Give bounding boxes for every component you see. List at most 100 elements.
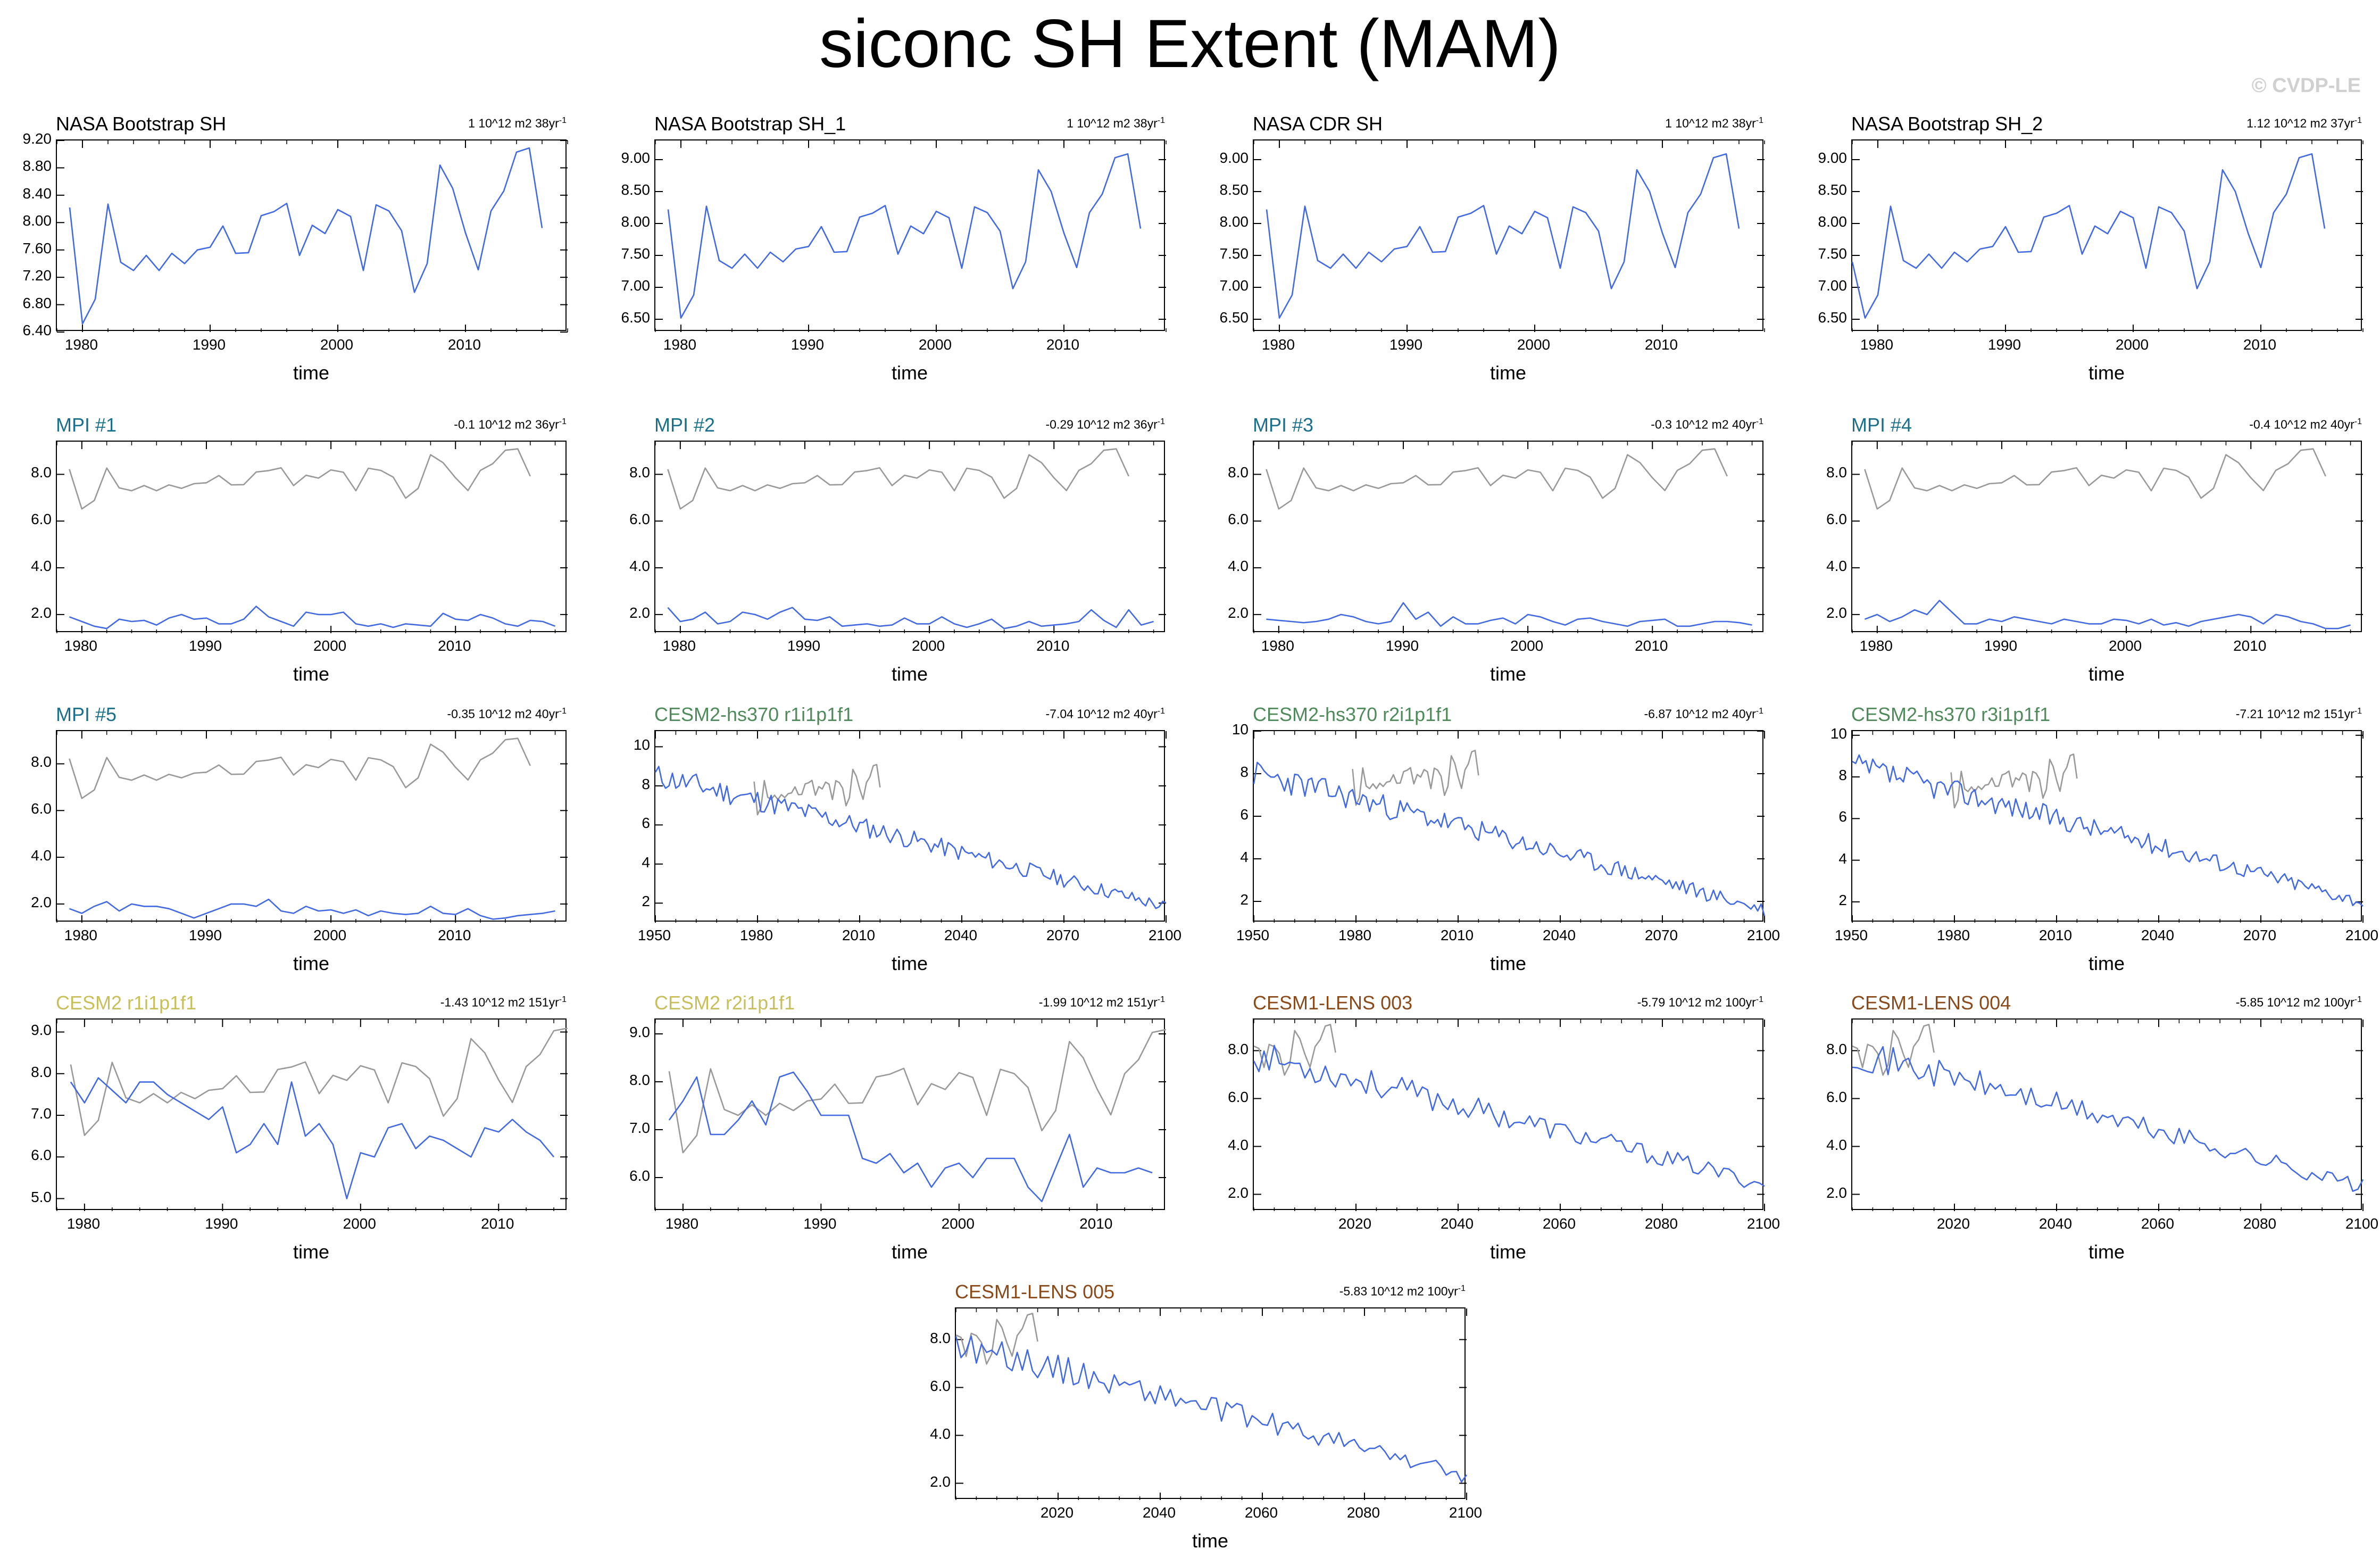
trend-exponent: -1 [559, 707, 567, 716]
y-tick-label: 6.50 [1818, 309, 1848, 326]
x-tick-label: 2010 [447, 336, 481, 353]
x-tick-label: 1980 [739, 927, 773, 943]
plot-frame [1851, 441, 2363, 633]
x-tick-label: 1980 [1936, 927, 1970, 943]
x-tick-label: 1990 [1984, 637, 2018, 654]
y-tick-label: 8.0 [930, 1329, 951, 1346]
x-tick-label: 1980 [1261, 637, 1294, 654]
y-tick-label: 8.0 [1228, 1040, 1249, 1057]
y-tick-label: 4.0 [1228, 1136, 1249, 1153]
trend-exponent: -1 [1755, 707, 1763, 716]
chart-title: CESM2-hs370 r3i1p1f1 [1851, 703, 2051, 725]
y-tick-label: 2.0 [629, 604, 650, 621]
plot-frame [654, 441, 1166, 633]
x-tick-label: 1950 [1236, 927, 1270, 943]
x-tick-label: 1980 [66, 1215, 101, 1232]
plot-frame [56, 1018, 568, 1211]
trend-exponent: -1 [1755, 417, 1763, 426]
y-tick-label: 9.0 [31, 1022, 52, 1039]
plot-area [1852, 1020, 2364, 1211]
x-tick-label: 2100 [2345, 1215, 2379, 1232]
trend-exponent: -1 [2354, 116, 2362, 125]
y-tick-label: 6.50 [621, 309, 651, 326]
x-axis-label: time [293, 663, 329, 685]
y-tick-label: 10 [1830, 725, 1847, 742]
x-axis-label: time [1489, 663, 1526, 685]
plot-frame [1253, 139, 1765, 332]
plot-frame [1253, 441, 1765, 633]
model-series-line [69, 606, 556, 629]
y-tick-label: 2 [1838, 891, 1847, 908]
x-tick-label: 2080 [1644, 1215, 1678, 1232]
y-tick-label: 2.0 [31, 604, 52, 621]
x-axis-label: time [1489, 1241, 1526, 1263]
y-tick-label: 4.0 [629, 558, 650, 575]
chart-title: NASA Bootstrap SH_1 [654, 113, 846, 135]
model-series-line [667, 607, 1154, 629]
x-axis-label: time [891, 1241, 928, 1263]
y-tick-label: 2 [1240, 891, 1249, 908]
y-tick-label: 6.0 [31, 511, 52, 528]
y-tick-label: 6.0 [1826, 511, 1847, 528]
obs-series-line [1253, 1024, 1336, 1076]
y-tick-label: 6 [1838, 808, 1847, 825]
y-tick-label: 7.60 [22, 239, 52, 256]
chart-title: NASA Bootstrap SH_2 [1851, 113, 2043, 135]
y-tick-label: 2.0 [1228, 604, 1249, 621]
x-tick-label: 2020 [1338, 1215, 1372, 1232]
x-tick-label: 2000 [343, 1215, 376, 1232]
y-tick-label: 10 [1231, 721, 1249, 738]
x-tick-label: 1980 [1859, 637, 1893, 654]
trend-value: 1 10^12 m2 38yr [468, 116, 559, 130]
x-tick-label: 2000 [1517, 336, 1551, 353]
x-tick-label: 2000 [2108, 637, 2142, 654]
trend-label: 1 10^12 m2 38yr-1 [1540, 116, 1763, 131]
model-series-line [1851, 153, 2326, 319]
x-tick-label: 1980 [665, 1215, 699, 1232]
model-series-line [654, 766, 1167, 909]
model-series-line [1864, 600, 2351, 629]
x-tick-label: 1990 [188, 637, 222, 654]
trend-value: -0.29 10^12 m2 36yr [1045, 417, 1158, 432]
y-tick-label: 9.00 [1818, 150, 1848, 166]
y-tick-label: 8 [642, 775, 650, 792]
plot-area [1253, 140, 1765, 332]
x-tick-label: 2040 [944, 927, 978, 943]
chart-title: MPI #2 [654, 414, 715, 436]
y-tick-label: 6.0 [1228, 511, 1249, 528]
x-tick-label: 2070 [2243, 927, 2277, 943]
y-tick-label: 2.0 [31, 893, 52, 910]
x-tick-label: 2070 [1046, 927, 1080, 943]
plot-area [1852, 442, 2363, 633]
y-tick-label: 8.00 [1219, 213, 1249, 230]
x-tick-label: 2010 [2233, 637, 2267, 654]
y-tick-label: 7.00 [621, 277, 651, 294]
chart-title: CESM1-LENS 005 [955, 1281, 1115, 1303]
x-tick-label: 1990 [1385, 637, 1419, 654]
x-tick-label: 2080 [2243, 1215, 2277, 1232]
x-axis-label: time [293, 1241, 329, 1263]
x-tick-label: 2100 [1746, 927, 1780, 943]
y-tick-label: 8.0 [31, 464, 52, 481]
plot-frame [955, 1307, 1468, 1500]
x-tick-label: 2010 [1440, 927, 1474, 943]
x-tick-label: 2100 [1746, 1215, 1780, 1232]
model-series-line [1266, 602, 1752, 627]
y-tick-label: 4.0 [930, 1425, 951, 1442]
plot-area [56, 140, 568, 333]
y-tick-label: 5.0 [31, 1188, 52, 1205]
plot-frame [1851, 139, 2364, 332]
x-tick-label: 2010 [1644, 336, 1678, 353]
trend-value: -0.1 10^12 m2 36yr [454, 417, 559, 432]
y-tick-label: 6.50 [1219, 309, 1249, 326]
x-axis-label: time [2088, 1241, 2125, 1263]
trend-value: -6.87 10^12 m2 40yr [1644, 707, 1756, 721]
x-tick-label: 2010 [481, 1215, 514, 1232]
trend-value: -0.35 10^12 m2 40yr [447, 707, 559, 721]
plot-area [56, 1020, 568, 1211]
x-tick-label: 1950 [1834, 927, 1868, 943]
x-tick-label: 2010 [1079, 1215, 1113, 1232]
trend-value: -5.83 10^12 m2 100yr [1339, 1284, 1458, 1298]
obs-series-line [1852, 1024, 1935, 1076]
x-tick-label: 2000 [2115, 336, 2149, 353]
